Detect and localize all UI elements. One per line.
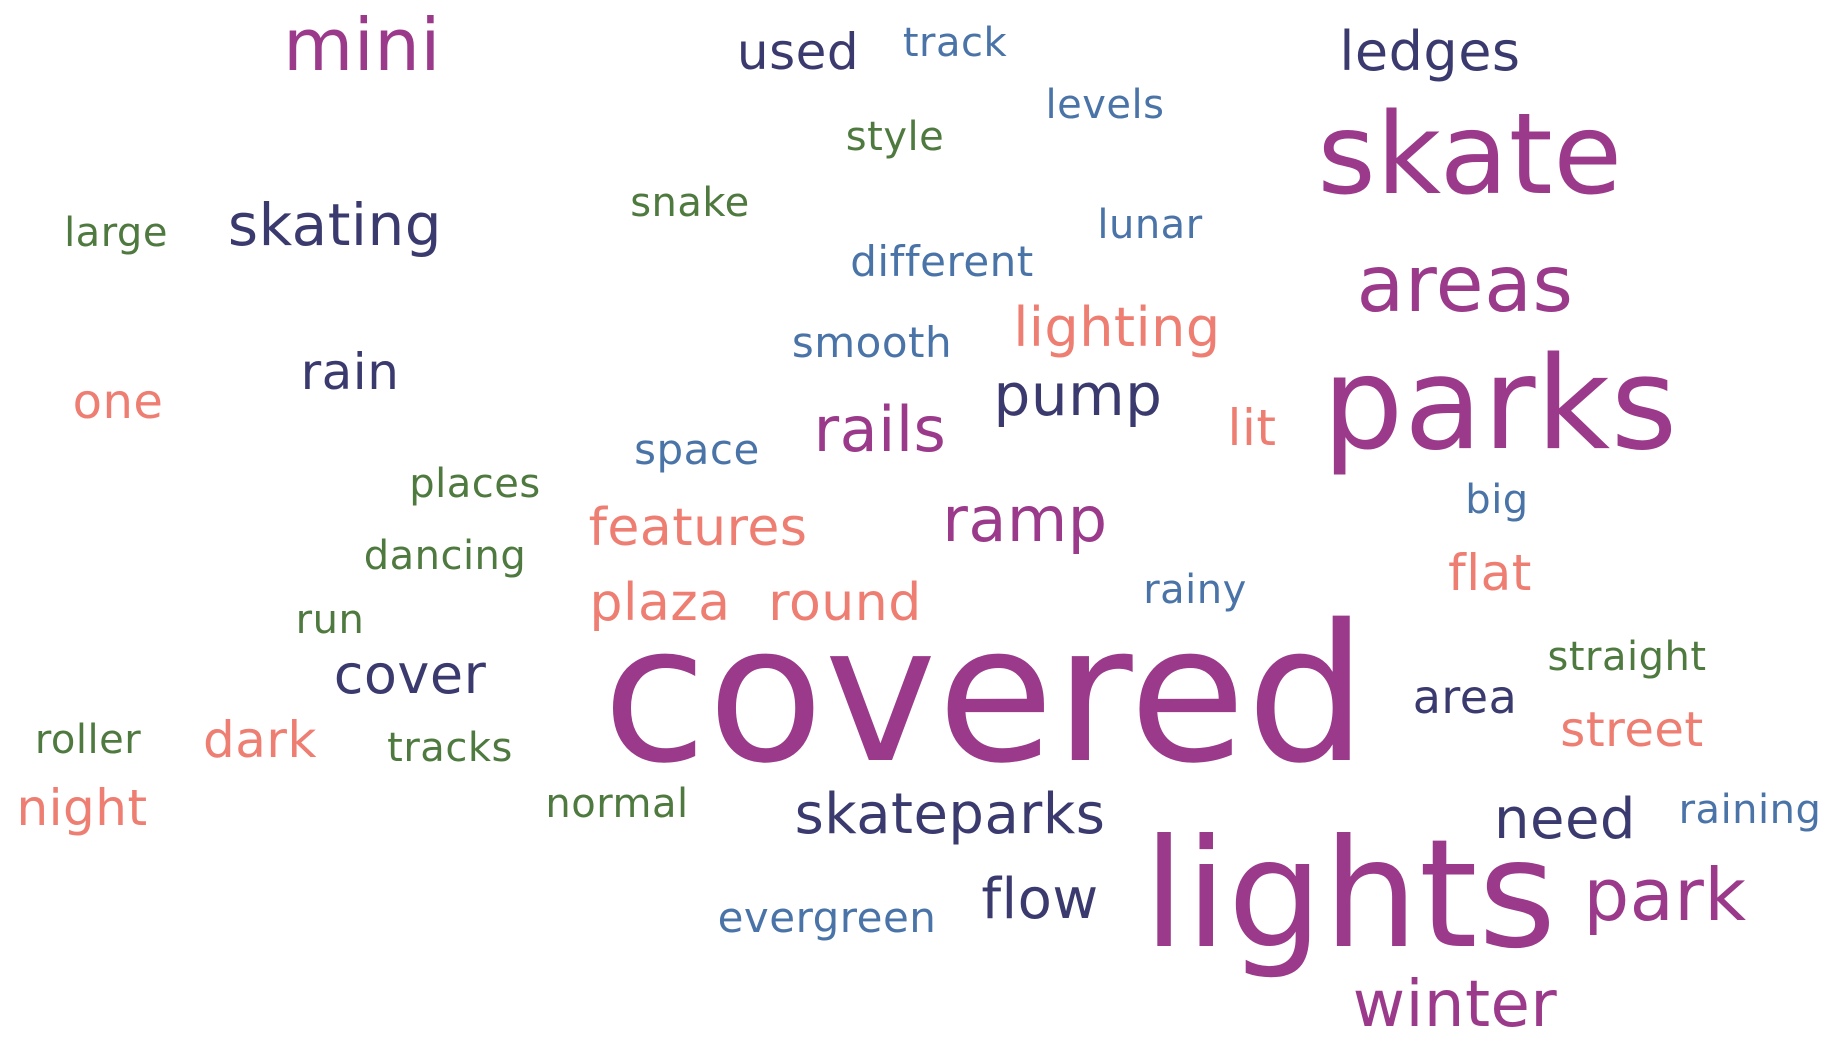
word-big: big [1465, 477, 1529, 523]
word-features: features [588, 498, 808, 558]
word-used: used [736, 23, 860, 81]
word-tracks: tracks [387, 725, 513, 771]
word-skateparks: skateparks [794, 782, 1106, 847]
word-dancing: dancing [363, 533, 527, 579]
word-skate: skate [1317, 90, 1623, 220]
word-different: different [850, 237, 1034, 286]
word-large: large [64, 210, 168, 256]
word-style: style [845, 114, 945, 160]
word-places: places [409, 461, 541, 507]
word-need: need [1494, 787, 1636, 852]
word-lit: lit [1227, 399, 1277, 457]
word-smooth: smooth [791, 318, 953, 367]
word-roller: roller [34, 717, 142, 763]
word-lights: lights [1143, 808, 1557, 982]
word-round: round [768, 573, 922, 633]
word-raining: raining [1678, 787, 1822, 833]
word-flat: flat [1448, 544, 1532, 602]
word-areas: areas [1356, 240, 1574, 330]
word-night: night [16, 779, 148, 837]
word-winter: winter [1352, 968, 1558, 1042]
word-track: track [902, 20, 1008, 66]
word-rain: rain [300, 343, 400, 401]
word-area: area [1412, 670, 1518, 724]
word-dark: dark [203, 711, 317, 769]
word-evergreen: evergreen [717, 893, 937, 942]
word-plaza: plaza [589, 573, 731, 633]
word-levels: levels [1045, 82, 1165, 128]
word-lighting: lighting [1013, 296, 1221, 359]
word-cover: cover [333, 643, 487, 706]
word-covered: covered [602, 584, 1368, 805]
word-run: run [295, 597, 365, 643]
word-street: street [1560, 702, 1704, 758]
word-rails: rails [813, 393, 947, 466]
word-one: one [72, 374, 164, 430]
word-lunar: lunar [1097, 202, 1203, 248]
word-park: park [1583, 853, 1747, 937]
word-rainy: rainy [1143, 567, 1247, 613]
word-skating: skating [227, 191, 443, 259]
word-space: space [634, 425, 760, 474]
word-snake: snake [630, 180, 750, 226]
word-mini: mini [283, 3, 441, 87]
word-normal: normal [545, 781, 689, 827]
word-parks: parks [1322, 330, 1678, 479]
word-flow: flow [981, 867, 1099, 932]
word-ledges: ledges [1339, 20, 1521, 83]
word-pump: pump [993, 361, 1163, 429]
word-straight: straight [1547, 634, 1707, 680]
word-ramp: ramp [942, 483, 1108, 556]
